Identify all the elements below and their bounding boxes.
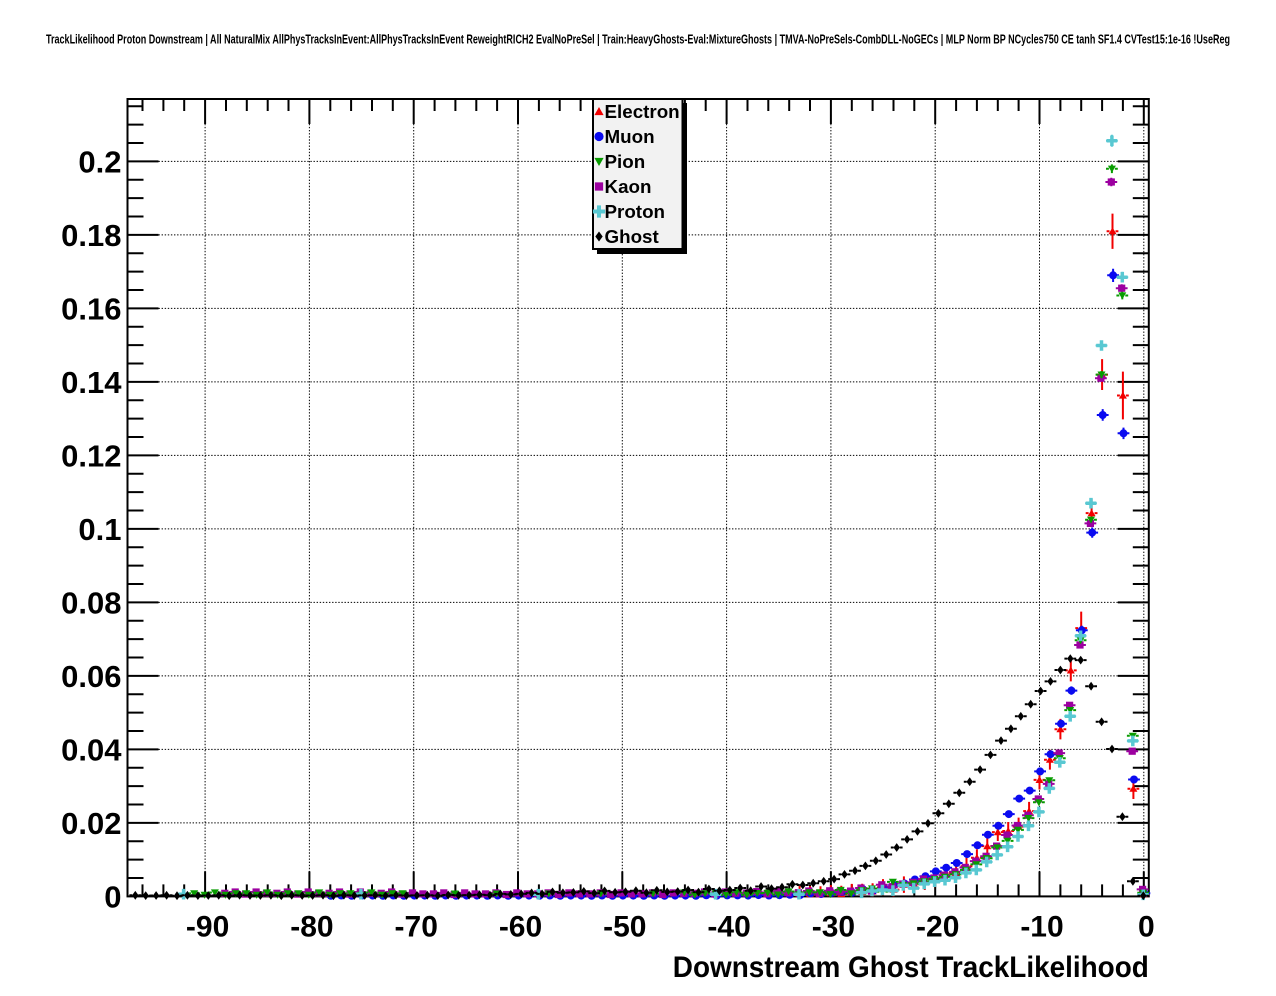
svg-text:0: 0 [1138,911,1155,944]
svg-text:-70: -70 [395,911,438,944]
svg-text:0: 0 [104,879,121,914]
svg-text:-40: -40 [707,911,750,944]
svg-text:0.18: 0.18 [61,218,121,253]
svg-text:-60: -60 [499,911,542,944]
svg-text:-90: -90 [186,911,229,944]
svg-text:0.08: 0.08 [61,585,121,620]
svg-text:0.12: 0.12 [61,438,121,473]
svg-text:0.14: 0.14 [61,365,122,400]
svg-text:Electron: Electron [605,101,680,122]
svg-text:Muon: Muon [605,126,655,147]
svg-text:-50: -50 [603,911,646,944]
svg-text:Proton: Proton [605,201,666,222]
svg-text:Ghost: Ghost [605,226,660,247]
svg-text:0.02: 0.02 [61,806,121,841]
svg-text:Pion: Pion [605,151,646,172]
svg-text:0.1: 0.1 [78,512,121,547]
svg-text:0.06: 0.06 [61,659,121,694]
svg-text:-10: -10 [1020,911,1063,944]
svg-text:0.16: 0.16 [61,291,121,326]
svg-text:-80: -80 [290,911,333,944]
svg-text:-20: -20 [916,911,959,944]
svg-text:-30: -30 [812,911,855,944]
svg-text:TrackLikelihood Proton Downstr: TrackLikelihood Proton Downstream | All … [46,33,1230,47]
svg-text:0.2: 0.2 [78,144,121,179]
svg-text:0.04: 0.04 [61,732,122,767]
svg-text:Downstream Ghost TrackLikeliho: Downstream Ghost TrackLikelihood [673,951,1149,984]
svg-text:Kaon: Kaon [605,176,652,197]
